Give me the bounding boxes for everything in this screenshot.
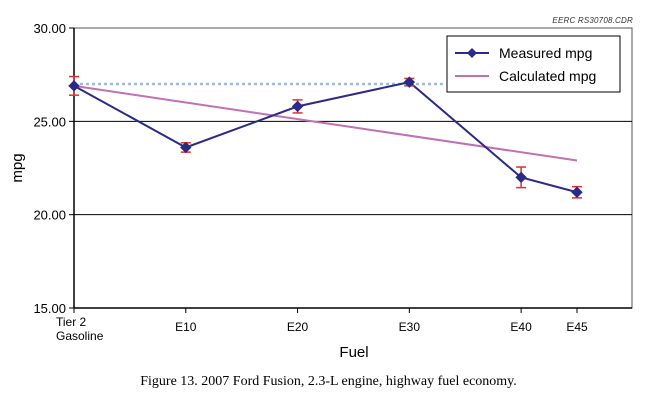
y-tick-label: 25.00 [33,114,66,129]
x-tick-label: E30 [399,320,421,334]
measured-point [291,100,304,113]
measured-point [515,171,527,184]
x-tick-label: E10 [175,320,197,334]
measured-point [180,141,192,154]
x-tick-label: E45 [566,320,588,334]
y-axis-title: mpg [9,153,26,182]
credit-label: EERC RS30708.CDR [552,16,633,25]
legend-box [446,35,621,93]
x-tick-label: E20 [287,320,309,334]
measured-mpg-line [73,81,578,194]
measured-point [403,76,416,88]
x-tick-label: E40 [510,320,532,334]
calculated-mpg-line [73,84,578,162]
x-tick-label: Tier 2 [56,315,87,329]
x-axis-title: Fuel [339,344,368,361]
x-tick-label: Gasoline [56,329,104,343]
y-tick-label: 30.00 [33,21,66,36]
measured-point [68,80,80,92]
y-tick-label: 20.00 [33,208,66,223]
measured-point [571,186,583,198]
figure-caption: Figure 13. 2007 Ford Fusion, 2.3-L engin… [140,374,517,389]
legend-calculated-label: Calculated mpg [499,68,596,84]
legend-measured-label: Measured mpg [499,45,592,61]
y-tick-label: 15.00 [33,301,66,316]
legend-measured-marker [467,48,477,58]
